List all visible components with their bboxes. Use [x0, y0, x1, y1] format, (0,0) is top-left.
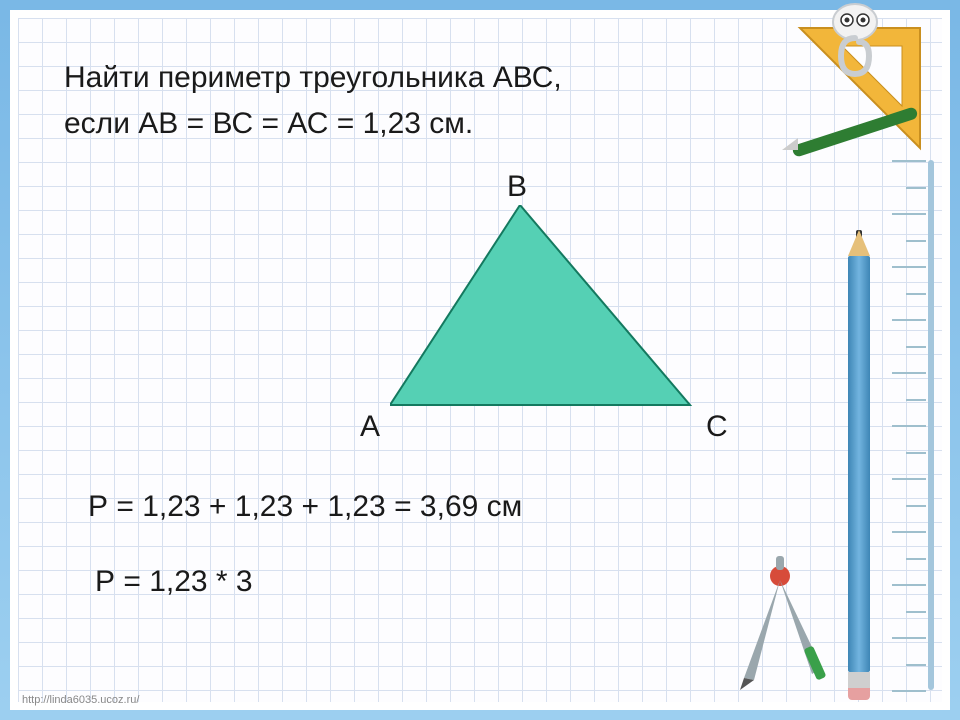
- slide: Найти периметр треугольника АВС, если АВ…: [0, 0, 960, 720]
- pencil-decoration: [848, 230, 870, 700]
- ruler-tick: [906, 187, 926, 189]
- ruler-tick: [892, 584, 926, 586]
- problem-line1: Найти периметр треугольника АВС,: [64, 61, 562, 94]
- ruler-tick: [906, 240, 926, 242]
- vertex-label-b: В: [507, 170, 527, 204]
- ruler-tick: [906, 293, 926, 295]
- pen-icon: [782, 106, 919, 158]
- ruler-tick: [906, 558, 926, 560]
- pencil-ferrule: [848, 672, 870, 688]
- vertex-label-a: А: [360, 410, 380, 444]
- problem-text: Найти периметр треугольника АВС, если АВ…: [64, 55, 562, 147]
- ruler-tick: [892, 531, 926, 533]
- triangle-shape: [390, 205, 690, 405]
- pencil-tip: [848, 230, 870, 256]
- ruler-tick: [892, 637, 926, 639]
- ruler-tick: [892, 266, 926, 268]
- ruler-decoration: [876, 160, 934, 690]
- compass-leg-left: [744, 580, 780, 680]
- ruler-tick: [906, 664, 926, 666]
- vertex-label-c: С: [706, 410, 728, 444]
- ruler-tick: [906, 346, 926, 348]
- pencil-body: [848, 256, 870, 672]
- ruler-tick: [906, 505, 926, 507]
- solution-line2: Р = 1,23 * 3: [95, 565, 253, 599]
- ruler-tick: [906, 399, 926, 401]
- footer-url: http://linda6035.ucoz.ru/: [22, 694, 139, 706]
- ruler-tick: [892, 425, 926, 427]
- ruler-edge: [928, 160, 934, 690]
- compass-pencil: [804, 645, 827, 680]
- triangle-abc: [390, 205, 700, 415]
- ruler-tick: [906, 611, 926, 613]
- ruler-tick: [906, 452, 926, 454]
- pencil-eraser: [848, 688, 870, 700]
- ruler-tick: [892, 478, 926, 480]
- ruler-tick: [892, 319, 926, 321]
- problem-line2: если АВ = ВС = АС = 1,23 см.: [64, 107, 473, 140]
- clip-character-icon: [820, 0, 890, 90]
- ruler-tick: [892, 213, 926, 215]
- compass-decoration: [710, 550, 850, 690]
- solution-line1: Р = 1,23 + 1,23 + 1,23 = 3,69 см: [88, 490, 522, 524]
- ruler-tick: [892, 690, 926, 692]
- ruler-tick: [892, 372, 926, 374]
